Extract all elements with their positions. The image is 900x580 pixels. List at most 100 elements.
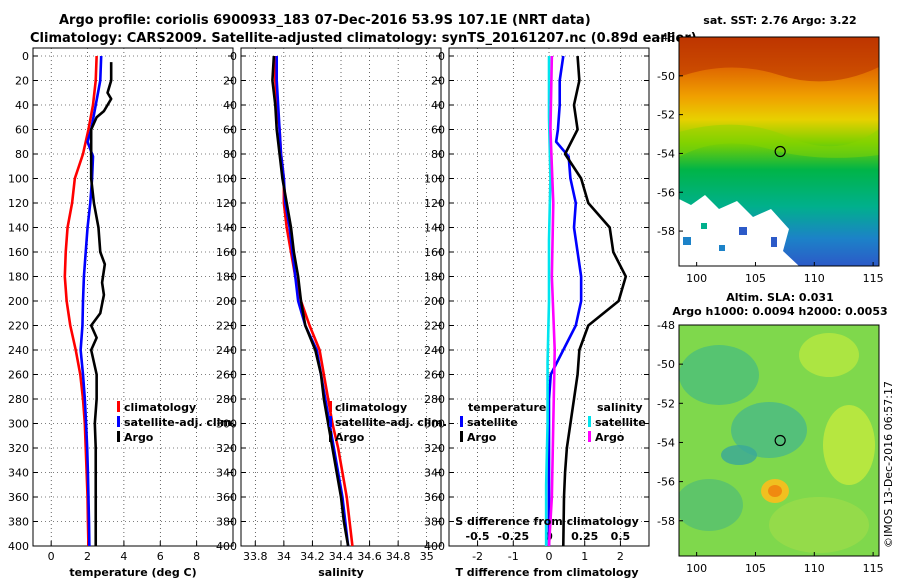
depth-tick-label: 260 xyxy=(424,369,445,382)
depth-tick-label: 240 xyxy=(216,344,237,357)
depth-tick-label: 340 xyxy=(424,467,445,480)
depth-tick-label: 160 xyxy=(424,246,445,259)
profile-line-climatology xyxy=(63,55,98,547)
legend-s-satellite-label: satellite xyxy=(595,416,646,429)
sst-pixel xyxy=(683,237,691,245)
s-difference-xlabel: S difference from climatology xyxy=(455,515,639,528)
depth-tick-label: 320 xyxy=(216,442,237,455)
legend-temperature-title: temperature xyxy=(468,401,546,414)
sla-high-anomaly xyxy=(823,405,875,485)
depth-tick-label: 140 xyxy=(8,222,29,235)
salinity-depth-ticks: 0 20 40 60 80 100 120 140 160 180 200 220 240 260 280 3… xyxy=(216,50,441,553)
depth-tick-label: 0 xyxy=(22,50,29,63)
s-diff-tick-label: 0.25 xyxy=(571,530,598,543)
salinity-profiles xyxy=(271,55,354,547)
lon-tick-label: 100 xyxy=(686,562,707,575)
temperature-panel: 0204060801001201401601802002202402602803… xyxy=(8,47,236,579)
depth-tick-label: 340 xyxy=(8,467,29,480)
sst-pixel xyxy=(771,237,777,247)
temperature-xlabel: temperature (deg C) xyxy=(69,566,196,579)
lat-tick-label: -54 xyxy=(657,436,675,449)
sst-argo-marker xyxy=(774,145,786,158)
depth-tick-label: 20 xyxy=(223,75,237,88)
depth-tick-label: 300 xyxy=(424,418,445,431)
depth-tick-label: 160 xyxy=(216,246,237,259)
depth-tick-label: 400 xyxy=(216,540,237,553)
salinity-axis-ticks: 33.8 34 34.2 34.4 34.6 34.8 35 xyxy=(243,48,434,563)
sla-map-title: Altim. SLA: 0.031 xyxy=(726,291,833,304)
profile-line-t-argo xyxy=(561,55,628,547)
legend-satellite-label: satellite-adj. clim. xyxy=(335,416,447,429)
lat-tick-label: -56 xyxy=(657,476,675,489)
title-line-1: Argo profile: coriolis 6900933_183 07-De… xyxy=(59,13,591,28)
sla-low-anomaly xyxy=(679,479,743,531)
sla-map-ticks: -48 -50 -52 -54 -56 -58 100 105 110 115 xyxy=(657,319,884,575)
legend-satellite-swatch xyxy=(117,416,120,427)
lat-tick-label: -48 xyxy=(657,319,675,332)
depth-tick-label: 280 xyxy=(424,393,445,406)
depth-tick-label: 240 xyxy=(424,344,445,357)
sla-map-panel: Altim. SLA: 0.031 Argo h1000: 0.0094 h20… xyxy=(657,291,888,575)
x-tick-label: 34.8 xyxy=(386,550,411,563)
depth-tick-label: 100 xyxy=(8,173,29,186)
temperature-legend: climatology satellite-adj. clim. Argo xyxy=(117,401,236,444)
legend-s-argo-label: Argo xyxy=(595,431,625,444)
depth-tick-label: 80 xyxy=(15,148,29,161)
x-tick-label: 2 xyxy=(84,550,91,563)
sla-low-anomaly xyxy=(721,445,757,465)
s-diff-tick-label: 0.5 xyxy=(611,530,631,543)
profile-line-t-satellite xyxy=(547,55,583,546)
legend-s-satellite-swatch xyxy=(588,416,591,427)
x-tick-label: 1 xyxy=(581,550,588,563)
x-tick-label: -2 xyxy=(472,550,483,563)
s-diff-tick-label: -0.25 xyxy=(497,530,529,543)
lon-tick-label: 105 xyxy=(745,272,766,285)
depth-tick-label: 380 xyxy=(216,516,237,529)
legend-argo-swatch xyxy=(117,431,120,442)
x-tick-label: 2 xyxy=(617,550,624,563)
depth-tick-label: 120 xyxy=(216,197,237,210)
temperature-plot-frame xyxy=(32,47,234,547)
legend-t-argo-swatch xyxy=(460,431,463,442)
lat-tick-label: -48 xyxy=(657,31,675,44)
profile-line-argo xyxy=(89,62,113,546)
difference-panel: 0204060801001201401601802002202402602803… xyxy=(424,47,650,579)
depth-tick-label: 140 xyxy=(424,222,445,235)
x-tick-label: 8 xyxy=(193,550,200,563)
x-tick-label: 34 xyxy=(277,550,291,563)
lon-tick-label: 105 xyxy=(745,562,766,575)
depth-tick-label: 300 xyxy=(216,418,237,431)
sst-map-ticks: -48 -50 -52 -54 -56 -58 100 105 110 115 xyxy=(657,31,884,285)
sst-map-title: sat. SST: 2.76 Argo: 3.22 xyxy=(703,14,856,27)
depth-tick-label: 20 xyxy=(15,75,29,88)
x-tick-label: -1 xyxy=(508,550,519,563)
depth-tick-label: 260 xyxy=(8,369,29,382)
x-tick-label: 34.6 xyxy=(357,550,382,563)
lon-tick-label: 115 xyxy=(863,272,884,285)
lat-tick-label: -54 xyxy=(657,147,675,160)
legend-t-satellite-label: satellite xyxy=(467,416,518,429)
depth-tick-label: 220 xyxy=(216,320,237,333)
sst-pixel xyxy=(719,245,725,251)
x-tick-label: 35 xyxy=(420,550,434,563)
depth-tick-label: 160 xyxy=(8,246,29,259)
depth-tick-label: 200 xyxy=(216,295,237,308)
depth-tick-label: 40 xyxy=(15,99,29,112)
lat-tick-label: -50 xyxy=(657,70,675,83)
depth-tick-label: 360 xyxy=(424,491,445,504)
legend-argo-label: Argo xyxy=(335,431,365,444)
legend-climatology-label: climatology xyxy=(335,401,407,414)
legend-t-argo-label: Argo xyxy=(467,431,497,444)
depth-tick-label: 60 xyxy=(431,124,445,137)
legend-argo-swatch xyxy=(329,431,332,442)
depth-tick-label: 0 xyxy=(230,50,237,63)
lon-tick-label: 110 xyxy=(804,272,825,285)
sst-pixel xyxy=(739,227,747,235)
depth-tick-label: 0 xyxy=(438,50,445,63)
temperature-axis-ticks: 0 2 4 6 8 xyxy=(48,48,200,563)
lat-tick-label: -50 xyxy=(657,358,675,371)
x-tick-label: 34.2 xyxy=(300,550,325,563)
depth-tick-label: 120 xyxy=(424,197,445,210)
sla-warm-eddy-core xyxy=(768,485,782,497)
sst-map-frame xyxy=(678,36,880,267)
